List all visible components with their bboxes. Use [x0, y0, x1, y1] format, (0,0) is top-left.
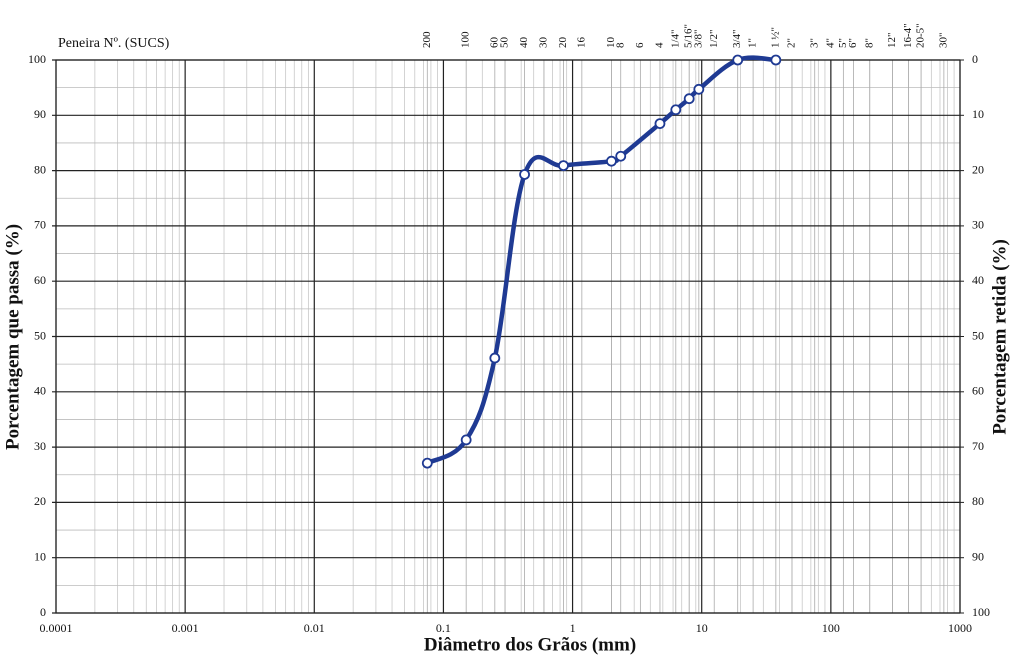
y-tick-label: 70	[34, 218, 46, 232]
top-axis-label: Peneira Nº. (SUCS)	[58, 36, 170, 51]
sieve-label: 50	[499, 36, 511, 48]
data-point	[558, 160, 569, 172]
y-tick-label: 60	[34, 273, 46, 287]
x-tick-label: 1000	[948, 621, 972, 635]
curve	[426, 55, 776, 466]
sieve-label: 20	[557, 37, 569, 49]
sieve-label: 40	[518, 37, 530, 49]
x-tick-label: 1	[570, 621, 576, 635]
sieve-label: 1/4"	[669, 29, 681, 48]
data-point	[693, 83, 705, 95]
y-tick-label: 0	[40, 605, 46, 619]
data-point	[489, 352, 501, 364]
sieve-label: 4"	[824, 38, 836, 48]
y-tick-label: 40	[34, 384, 46, 398]
sieve-label: 6	[634, 42, 646, 48]
data-point	[770, 54, 782, 66]
y2-tick-label: 40	[972, 273, 984, 287]
y-tick-label: 80	[34, 162, 46, 176]
y2-tick-label: 100	[972, 605, 990, 619]
sieve-label: 12"	[886, 33, 898, 49]
plot-frame	[55, 59, 961, 614]
x-tick-label: 0.0001	[40, 621, 73, 635]
x-tick-label: 0.1	[436, 621, 451, 635]
sieve-label: 8	[614, 42, 626, 48]
data-point	[654, 118, 666, 129]
sieve-label: 5/16"	[683, 24, 695, 48]
x-tick-label: 100	[822, 621, 840, 635]
sieve-label: 3"	[808, 38, 820, 48]
sieve-label: 1"	[747, 38, 759, 48]
sieve-label: 1 ½"	[769, 27, 781, 48]
sieve-label: 3/8"	[692, 29, 704, 48]
sieve-label: 4	[653, 42, 665, 48]
y2-tick-label: 20	[972, 162, 984, 176]
sieve-label: 16-4"	[902, 23, 914, 48]
data-point	[732, 54, 744, 66]
y2-tick-label: 10	[972, 107, 984, 121]
y-tick-label: 100	[28, 52, 46, 66]
x-tick-label: 0.001	[172, 621, 199, 635]
sieve-label: 10	[605, 37, 617, 49]
y-tick-label: 20	[34, 494, 46, 508]
y-tick-label: 10	[34, 549, 46, 563]
y-tick-label: 90	[34, 107, 46, 121]
data-point	[670, 104, 682, 116]
sieve-label: 30"	[937, 33, 949, 49]
sieve-label: 3/4"	[731, 29, 743, 48]
y2-tick-label: 0	[972, 52, 978, 66]
sieve-label: 2"	[786, 38, 798, 48]
y2-tick-label: 70	[972, 439, 984, 453]
data-point	[606, 155, 617, 167]
x-axis-title: Diâmetro dos Grãos (mm)	[424, 634, 636, 655]
sieve-label: 16	[575, 37, 587, 49]
sieve-label: 100	[460, 31, 472, 48]
data-point	[615, 150, 627, 162]
sieve-label: 200	[421, 31, 433, 48]
x-tick-label: 0.01	[304, 621, 325, 635]
sieve-label: 30	[537, 37, 549, 49]
x-tick-label: 10	[696, 621, 708, 635]
data-point	[519, 169, 530, 180]
y2-tick-label: 90	[972, 549, 984, 563]
sieve-label: 6"	[847, 38, 859, 48]
sieve-label: 20-5"	[915, 23, 927, 48]
y2-axis-title: Porcentagem retida (%)	[989, 239, 1010, 435]
data-point	[460, 434, 472, 446]
y2-tick-label: 60	[972, 384, 984, 398]
y-tick-label: 30	[34, 439, 46, 453]
y-axis-title: Porcentagem que passa (%)	[2, 224, 23, 450]
data-point	[683, 93, 695, 105]
y2-tick-label: 30	[972, 218, 984, 232]
sieve-label: 5"	[837, 38, 849, 48]
sieve-label: 8"	[863, 38, 875, 48]
sieve-label: 60	[488, 37, 500, 49]
y-tick-label: 50	[34, 328, 46, 342]
sieve-label: 1/2"	[708, 29, 720, 48]
y2-tick-label: 80	[972, 494, 984, 508]
y2-tick-label: 50	[972, 328, 984, 342]
data-point	[421, 457, 433, 469]
